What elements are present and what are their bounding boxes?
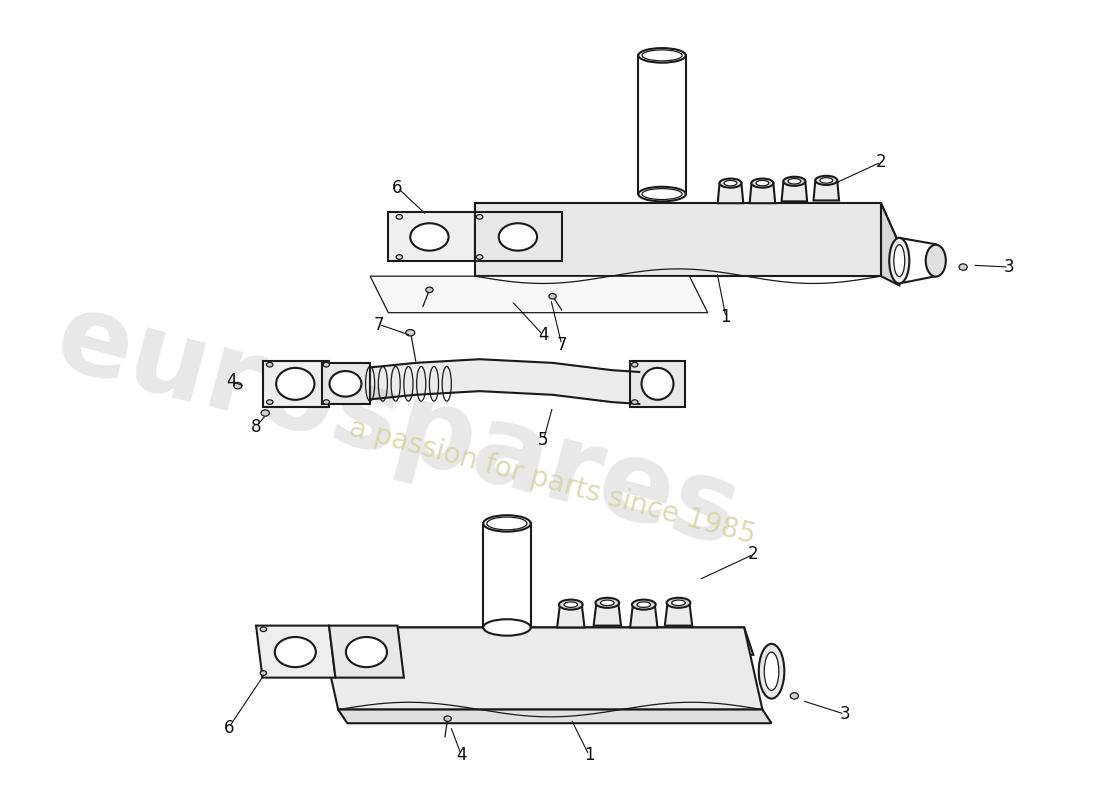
Text: 7: 7 [374,315,385,334]
Text: 1: 1 [584,746,594,764]
Ellipse shape [641,368,673,400]
Ellipse shape [672,600,685,606]
Ellipse shape [926,245,946,277]
Polygon shape [717,183,744,203]
Polygon shape [750,183,776,203]
Text: 1: 1 [720,308,732,326]
Polygon shape [475,203,900,244]
Text: 6: 6 [393,178,403,197]
Polygon shape [263,361,329,406]
Ellipse shape [426,287,433,293]
Ellipse shape [444,716,451,722]
Polygon shape [814,180,839,201]
Text: 3: 3 [839,705,850,723]
Ellipse shape [638,48,685,62]
Ellipse shape [790,693,799,699]
Polygon shape [388,212,475,261]
Ellipse shape [261,627,266,631]
Text: 7: 7 [557,336,566,354]
Ellipse shape [396,214,403,219]
Ellipse shape [476,254,483,259]
Text: eurospares: eurospares [44,284,750,570]
Ellipse shape [410,223,449,250]
Polygon shape [329,626,404,678]
Ellipse shape [815,176,837,185]
Ellipse shape [764,652,779,690]
Ellipse shape [756,180,769,186]
Ellipse shape [275,637,316,667]
Text: a passion for parts since 1985: a passion for parts since 1985 [346,414,759,550]
Polygon shape [320,627,754,655]
Ellipse shape [233,382,242,389]
Ellipse shape [487,517,527,530]
Ellipse shape [632,600,656,610]
Polygon shape [630,361,685,406]
Text: 4: 4 [456,746,466,764]
Polygon shape [338,710,771,723]
Ellipse shape [719,178,741,188]
Ellipse shape [266,362,273,367]
Text: 2: 2 [876,153,887,171]
Polygon shape [881,203,900,286]
Ellipse shape [564,602,578,607]
Text: 3: 3 [1003,258,1014,276]
Ellipse shape [638,186,685,202]
Ellipse shape [323,362,330,367]
Ellipse shape [559,600,583,610]
Ellipse shape [894,245,905,277]
Ellipse shape [642,189,682,199]
Ellipse shape [261,670,266,675]
Ellipse shape [498,223,537,250]
Ellipse shape [751,178,773,188]
Ellipse shape [483,515,530,532]
Polygon shape [557,605,584,627]
Polygon shape [475,212,562,261]
Text: 6: 6 [223,719,234,737]
Ellipse shape [959,264,967,270]
Ellipse shape [820,178,833,183]
Text: 8: 8 [251,418,262,436]
Polygon shape [475,203,881,276]
Ellipse shape [783,177,805,186]
Ellipse shape [667,598,691,608]
Ellipse shape [631,362,638,367]
Polygon shape [256,626,336,678]
Ellipse shape [549,294,557,299]
Ellipse shape [476,214,483,219]
Ellipse shape [261,410,270,416]
Ellipse shape [788,178,801,184]
Ellipse shape [330,371,362,397]
Text: 4: 4 [227,372,236,390]
Text: 2: 2 [748,546,759,563]
Text: 5: 5 [538,431,549,450]
Polygon shape [664,603,692,626]
Polygon shape [630,605,658,627]
Ellipse shape [595,598,619,608]
Ellipse shape [323,400,330,404]
Ellipse shape [345,637,387,667]
Ellipse shape [483,619,530,636]
Ellipse shape [637,602,651,607]
Ellipse shape [889,238,910,283]
Ellipse shape [276,368,315,400]
Polygon shape [782,182,807,202]
Polygon shape [594,603,621,626]
Ellipse shape [631,400,638,404]
Ellipse shape [406,330,415,336]
Polygon shape [370,276,707,313]
Polygon shape [320,627,762,710]
Ellipse shape [396,254,403,259]
Ellipse shape [724,180,737,186]
Polygon shape [322,363,370,404]
Ellipse shape [642,50,682,61]
Ellipse shape [601,600,614,606]
Ellipse shape [266,400,273,404]
Ellipse shape [759,644,784,698]
Text: 4: 4 [538,326,549,345]
